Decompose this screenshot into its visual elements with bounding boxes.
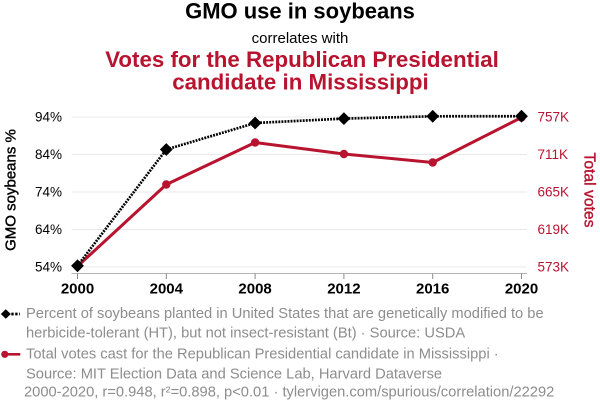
svg-text:GMO soybeans %: GMO soybeans % (3, 129, 20, 251)
svg-text:2000: 2000 (61, 281, 94, 298)
svg-text:2012: 2012 (327, 281, 360, 298)
svg-text:2000-2020, r=0.948, r²=0.898,: 2000-2020, r=0.948, r²=0.898, p<0.01 · t… (24, 385, 554, 401)
svg-text:619K: 619K (538, 222, 570, 237)
svg-text:84%: 84% (35, 147, 62, 162)
svg-text:665K: 665K (538, 185, 570, 200)
svg-text:correlates with: correlates with (252, 30, 349, 47)
svg-text:GMO use in soybeans: GMO use in soybeans (185, 0, 415, 24)
svg-text:Votes for the Republican Presi: Votes for the Republican Presidential (105, 47, 499, 72)
svg-text:711K: 711K (538, 147, 569, 162)
svg-text:Total votes: Total votes (581, 153, 598, 228)
svg-text:candidate in Mississippi: candidate in Mississippi (172, 70, 428, 95)
svg-text:573K: 573K (538, 260, 570, 275)
svg-text:Source: MIT Election Data and: Source: MIT Election Data and Science La… (26, 367, 442, 383)
svg-text:94%: 94% (35, 110, 62, 125)
svg-text:2016: 2016 (416, 281, 449, 298)
svg-text:2008: 2008 (238, 281, 271, 298)
svg-text:Percent of soybeans planted in: Percent of soybeans planted in United St… (26, 306, 544, 322)
svg-text:2020: 2020 (505, 281, 538, 298)
svg-text:64%: 64% (35, 222, 62, 237)
svg-text:74%: 74% (35, 185, 62, 200)
svg-text:2004: 2004 (150, 281, 184, 298)
svg-text:Total votes cast for the Repub: Total votes cast for the Republican Pres… (26, 347, 499, 363)
svg-text:herbicide-tolerant (HT), but n: herbicide-tolerant (HT), but not insect-… (26, 326, 465, 342)
svg-text:54%: 54% (35, 260, 62, 275)
svg-text:757K: 757K (538, 110, 570, 125)
